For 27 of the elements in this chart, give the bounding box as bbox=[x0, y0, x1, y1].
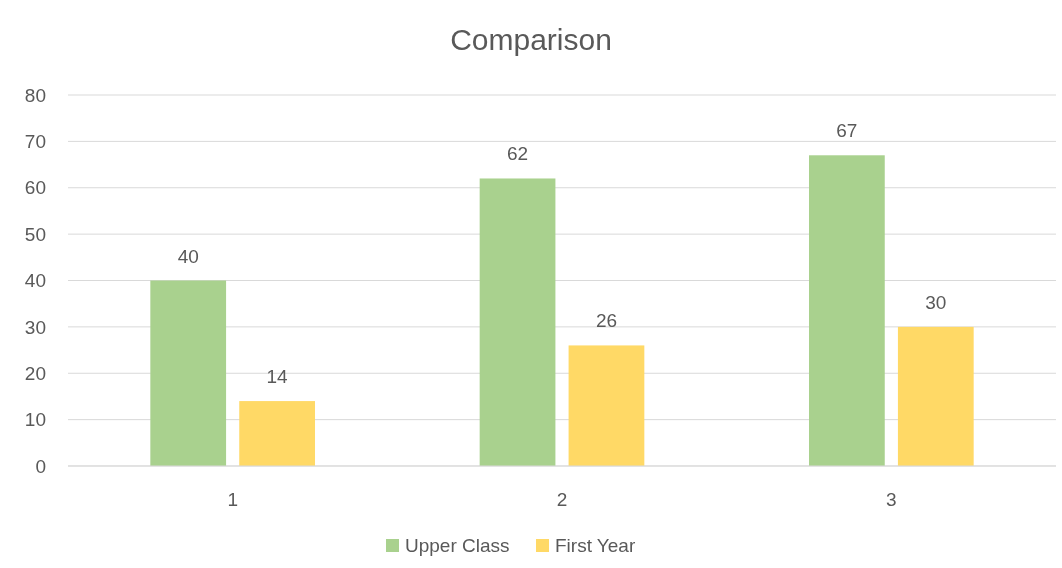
data-label: 14 bbox=[266, 366, 289, 388]
y-tick-label: 20 bbox=[24, 362, 46, 384]
data-label: 62 bbox=[506, 143, 529, 165]
y-tick-label: 0 bbox=[35, 455, 46, 477]
y-tick-label: 30 bbox=[24, 316, 46, 338]
bar bbox=[150, 280, 227, 466]
legend-label: First Year bbox=[555, 535, 636, 556]
x-tick-label: 3 bbox=[886, 489, 897, 510]
bar bbox=[239, 401, 315, 466]
y-tick-label: 60 bbox=[24, 177, 46, 199]
x-tick-label: 2 bbox=[556, 489, 568, 510]
data-label: 30 bbox=[925, 291, 947, 313]
bar bbox=[897, 326, 974, 466]
y-tick-label: 10 bbox=[24, 409, 46, 431]
chart-title: Comparison bbox=[450, 23, 612, 56]
x-tick-label: 1 bbox=[227, 489, 238, 510]
y-tick-label: 80 bbox=[24, 84, 46, 106]
y-tick-label: 40 bbox=[24, 270, 46, 292]
bar bbox=[809, 155, 885, 466]
legend-label: Upper Class bbox=[405, 535, 510, 556]
data-label: 40 bbox=[177, 245, 199, 267]
y-tick-label: 50 bbox=[24, 223, 46, 245]
y-tick-label: 70 bbox=[24, 131, 46, 153]
bar bbox=[568, 345, 645, 466]
data-label: 67 bbox=[836, 120, 858, 142]
data-label: 26 bbox=[595, 310, 618, 332]
bar bbox=[479, 178, 556, 466]
